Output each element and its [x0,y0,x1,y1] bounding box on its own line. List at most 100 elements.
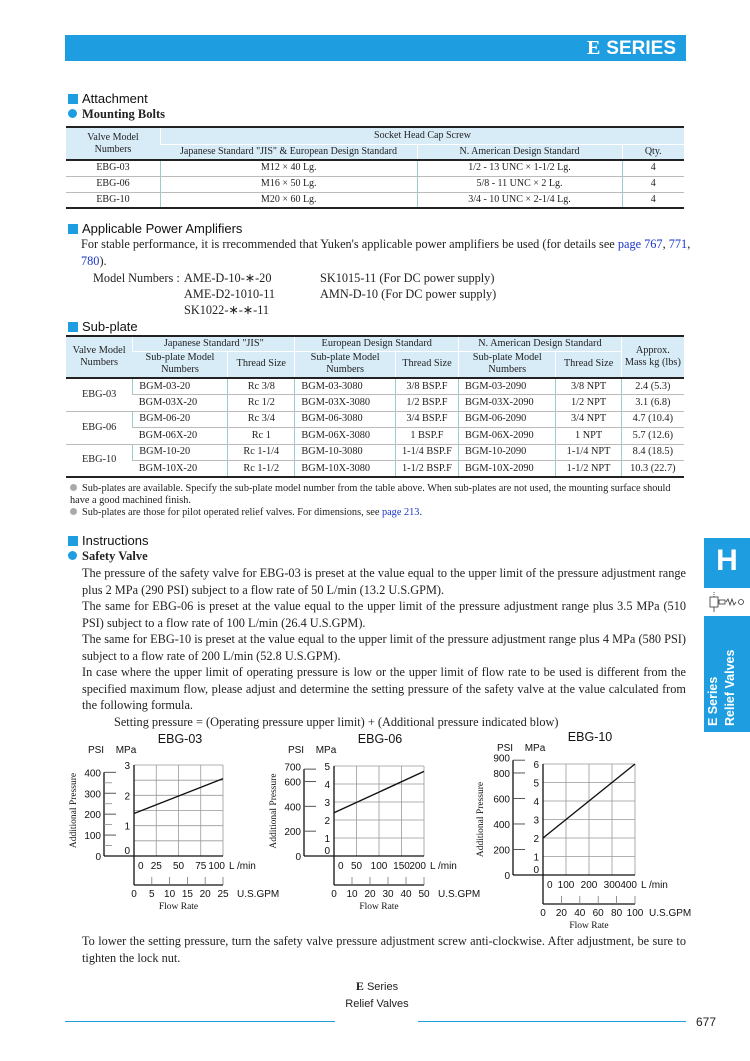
cell-na: 1/2 - 13 UNC × 1-1/2 Lg. [416,160,622,177]
cell-eu_m: BGM-10-3080 [294,444,396,461]
link-page-767[interactable]: page 767 [617,237,663,251]
group-jis: Japanese Standard "JIS" [132,336,295,352]
lmin-tick-label: 200 [581,880,598,891]
psi-tick-label: 400 [84,768,101,779]
col-na: N. American Design Standard [416,144,622,161]
y-axis-label: Additional Pressure [269,773,279,848]
link-page-213[interactable]: page 213 [381,507,420,518]
psi-unit-label: PSI [288,745,304,756]
group-eu: European Design Standard [294,336,459,352]
cell-qty: 4 [621,160,684,177]
mpa-tick-label: 2 [124,791,130,802]
gpm-tick-label: 30 [382,889,394,900]
x-axis-label: Flow Rate [359,902,398,912]
mpa-tick-label: 4 [533,797,539,808]
subplate-table: Valve Model Numbers Japanese Standard "J… [66,335,684,478]
footer-subtitle: Relief Valves [345,998,409,1010]
psi-tick-label: 800 [493,769,510,780]
cell-jis: M20 × 60 Lg. [160,192,417,209]
chart-title: EBG-10 [568,730,613,744]
lmin-tick-label: 200 [409,861,426,872]
cell-mass: 5.7 (12.6) [620,427,684,445]
cell-qty: 4 [621,176,684,193]
col-qty: Qty. [621,144,684,161]
series-logo: E [586,37,601,59]
cell-mass: 3.1 (6.8) [620,394,684,412]
cell-jis_m: BGM-06-20 [132,411,228,428]
instruction-paragraph: The same for EBG-06 is preset at the val… [82,599,686,630]
cell-mass: 8.4 (18.5) [620,444,684,461]
series-title: SERIES [606,38,676,59]
table-row: EBG-03 BGM-03-20 Rc 3/8 BGM-03-3080 3/8 BSP.… [66,378,684,412]
instruction-paragraph: The pressure of the safety valve for EBG… [82,566,686,597]
psi-tick-label: 200 [284,827,301,838]
gpm-tick-label: 40 [574,908,586,919]
cell-jis_t: Rc 1-1/4 [227,444,295,461]
lmin-unit-label: L /min [430,861,457,872]
cell-valve: EBG-06 [66,411,133,445]
mpa-tick-label: 2 [533,834,539,845]
gpm-tick-label: 80 [611,908,623,919]
lmin-tick-label: 100 [371,861,388,872]
page-number: 677 [696,1015,717,1029]
gpm-tick-label: 0 [540,908,546,919]
gpm-tick-label: 40 [400,889,412,900]
col-mass: Approx. Mass kg (lbs) [620,336,684,379]
cell-jis_m: BGM-06X-20 [132,427,228,445]
note-text: Sub-plates are those for pilot operated … [82,507,382,518]
table-row: BGM-03X-20 Rc 1/2 BGM-03X-3080 1/2 BSP.F BGM… [66,394,684,412]
lmin-tick-label: 100 [558,880,575,891]
psi-tick-label: 0 [504,871,510,882]
attachment-heading: Attachment [68,91,148,106]
cell-eu_t: 3/8 BSP.F [394,378,459,395]
mpa-tick-label: 5 [324,762,330,773]
link-page-771[interactable]: 771 [668,237,688,251]
sep: , [662,237,669,251]
model-item: SK1015-11 (For DC power supply) [320,271,495,285]
table-row: BGM-06X-20 Rc 1 BGM-06X-3080 1 BSP.F BGM-06X… [66,427,684,445]
gray-bullet-icon [70,508,77,515]
psi-tick-label: 300 [84,789,101,800]
table-row: EBG-06 M16 × 50 Lg. 5/8 - 11 UNC × 2 Lg. 4 [66,176,684,193]
amplifiers-text-body: For stable performance, it is rrecommend… [81,237,618,251]
subplate-heading-text: Sub-plate [82,319,138,334]
col-model: Sub-plate Model Numbers [294,351,396,379]
relief-valve-symbol-icon [704,588,750,616]
note-text: . [419,507,423,518]
cell-model: EBG-06 [66,176,161,193]
subplate-heading: Sub-plate [68,319,138,334]
link-page-780[interactable]: 780 [81,253,100,268]
square-bullet-icon [68,536,78,546]
chart-title: EBG-06 [358,732,403,746]
cell-na_m: BGM-06X-2090 [458,427,556,445]
amplifiers-text: For stable performance, it is rrecommend… [81,236,691,269]
mpa-tick-label: 0 [124,846,130,857]
safety-valve-heading: Safety Valve [68,549,148,564]
mpa-tick-label: 0 [324,846,330,857]
y-axis-label: Additional Pressure [69,773,79,848]
gpm-tick-label: 20 [556,908,568,919]
col-valve: Valve Model Numbers [66,336,133,379]
gpm-tick-label: 15 [182,889,194,900]
col-valve: Valve Model Numbers [66,127,161,161]
gray-bullet-icon [70,484,77,491]
table-row: EBG-10 M20 × 60 Lg. 3/4 - 10 UNC × 2-1/4 L… [66,192,684,209]
gpm-tick-label: 100 [627,908,644,919]
side-tab[interactable]: H E Series Relief Valves [704,538,750,732]
lmin-tick-label: 150 [393,861,410,872]
footer-rule-right [418,1021,686,1022]
cell-model: EBG-03 [66,160,161,177]
cell-valve: EBG-03 [66,378,133,412]
table-row: BGM-10X-20 Rc 1-1/2 BGM-10X-3080 1-1/2 BSP.… [66,460,684,478]
gpm-tick-label: 20 [200,889,212,900]
instruction-paragraph: In case where the upper limit of operati… [82,665,686,712]
attachment-heading-text: Attachment [82,91,148,106]
mpa-tick-label: 6 [533,760,539,771]
cell-na_m: BGM-10-2090 [458,444,556,461]
section-letter: H [716,544,738,577]
cell-jis_t: Rc 1/2 [227,394,295,412]
psi-tick-label: 200 [493,845,510,856]
cell-jis_m: BGM-10X-20 [132,460,228,478]
lmin-unit-label: L /min [229,861,256,872]
